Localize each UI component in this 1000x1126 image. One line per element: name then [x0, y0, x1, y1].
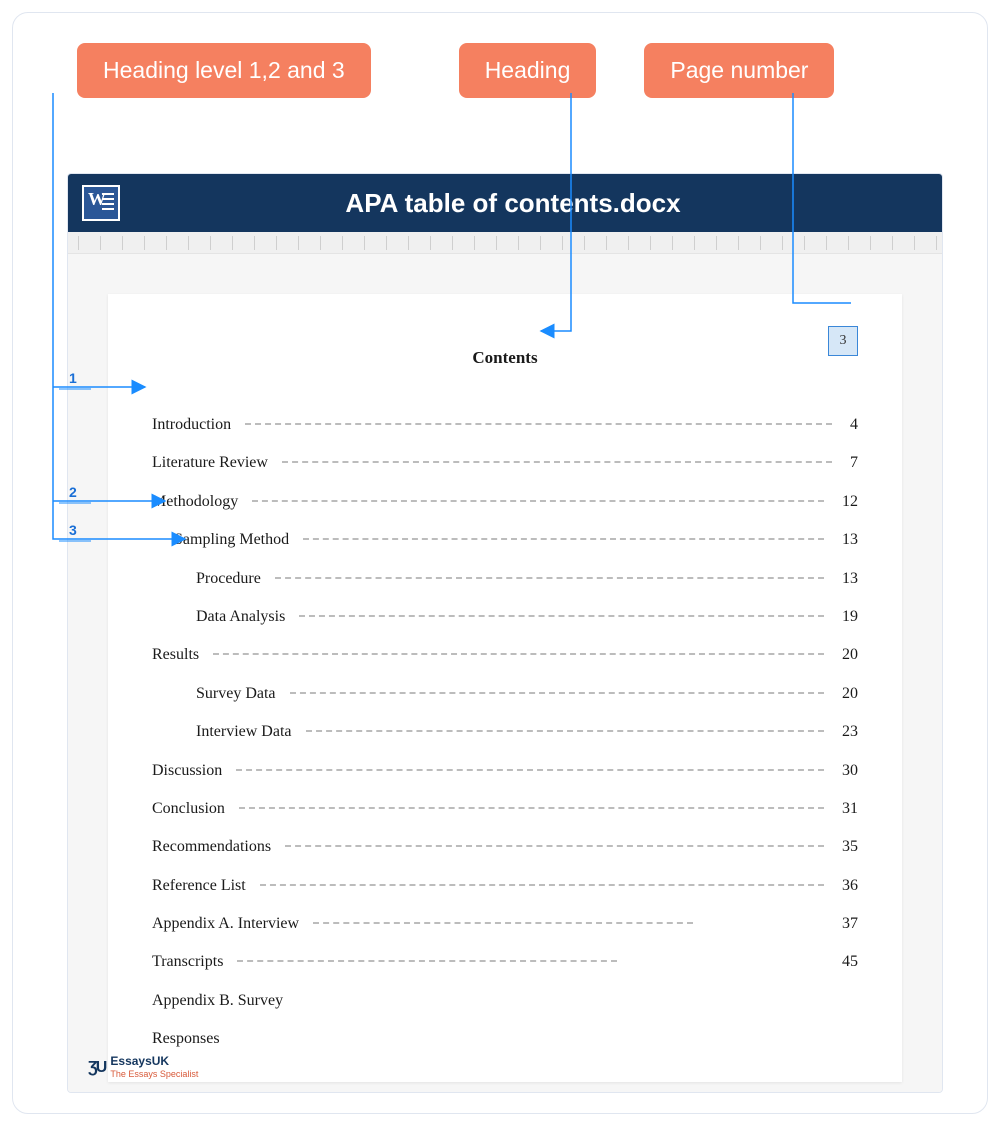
toc-page: 20	[838, 644, 858, 666]
toc-leader-dots	[245, 423, 832, 425]
toc-leader-dots	[282, 461, 832, 463]
callout-pagenum: Page number	[644, 43, 834, 98]
toc-page: 12	[838, 491, 858, 513]
toc-leader-dots	[275, 577, 824, 579]
toc-entry: Procedure 13	[152, 568, 858, 590]
toc-leader-dots	[290, 692, 824, 694]
callout-row: Heading level 1,2 and 3 Heading Page num…	[77, 43, 957, 98]
toc-page: 35	[838, 836, 858, 858]
toc-page: 23	[838, 721, 858, 743]
toc-leader-dots	[260, 884, 824, 886]
toc-page: 30	[838, 760, 858, 782]
page-number-box: 3	[828, 326, 858, 356]
toc-entry: Appendix A. Interview 37	[152, 913, 858, 935]
toc-page: 19	[838, 606, 858, 628]
toc-label: Conclusion	[152, 798, 225, 820]
toc-entry: Transcripts 45	[152, 951, 858, 973]
toc-leader-dots	[303, 538, 824, 540]
toc-page: 4	[846, 414, 858, 436]
toc-entry: Conclusion 31	[152, 798, 858, 820]
logo-sub: The Essays Specialist	[110, 1069, 198, 1079]
toc-label: Recommendations	[152, 836, 271, 858]
toc-entry: Responses	[152, 1028, 858, 1050]
toc-page: 36	[838, 875, 858, 897]
page-area: 3 Contents Introduction 4 Literature Revie…	[68, 254, 942, 1092]
titlebar: APA table of contents.docx	[68, 174, 942, 232]
toc-label: Data Analysis	[152, 606, 285, 628]
toc-leader-dots	[299, 615, 824, 617]
logo-main: EssaysUK	[110, 1054, 169, 1068]
toc-leader-dots	[236, 769, 824, 771]
toc-label: Interview Data	[152, 721, 292, 743]
word-icon	[82, 185, 120, 221]
toc-entry: Discussion 30	[152, 760, 858, 782]
toc-page: 37	[838, 913, 858, 935]
toc-entry: Interview Data 23	[152, 721, 858, 743]
toc-label: Methodology	[152, 491, 238, 513]
toc-label: Survey Data	[152, 683, 276, 705]
toc-leader-dots	[313, 922, 693, 924]
brand-logo: ƷU EssaysUK The Essays Specialist	[88, 1055, 198, 1080]
toc-list: Introduction 4 Literature Review 7 Methodolo…	[152, 414, 858, 1051]
toc-entry: Results 20	[152, 644, 858, 666]
toc-entry: Literature Review 7	[152, 452, 858, 474]
toc-label: Results	[152, 644, 199, 666]
toc-entry: Survey Data 20	[152, 683, 858, 705]
toc-leader-dots	[237, 960, 617, 962]
toc-label: Procedure	[152, 568, 261, 590]
toc-label: Transcripts	[152, 951, 223, 973]
toc-label: Introduction	[152, 414, 231, 436]
toc-leader-dots	[285, 845, 824, 847]
toc-page: 13	[838, 568, 858, 590]
word-window: APA table of contents.docx 3 Contents In…	[67, 173, 943, 1093]
toc-leader-dots	[252, 500, 824, 502]
toc-entry: Sampling Method 13	[152, 529, 858, 551]
toc-leader-dots	[306, 730, 824, 732]
callout-levels: Heading level 1,2 and 3	[77, 43, 371, 98]
ruler	[68, 232, 942, 254]
toc-page: 45	[838, 951, 858, 973]
toc-page: 20	[838, 683, 858, 705]
document-title: APA table of contents.docx	[138, 188, 928, 219]
toc-page: 13	[838, 529, 858, 551]
toc-page: 7	[846, 452, 858, 474]
toc-label: Appendix B. Survey	[152, 990, 283, 1012]
callout-heading: Heading	[459, 43, 597, 98]
document-page: 3 Contents Introduction 4 Literature Revie…	[108, 294, 902, 1082]
toc-entry: Reference List 36	[152, 875, 858, 897]
page-number: 3	[840, 333, 847, 349]
toc-entry: Data Analysis 19	[152, 606, 858, 628]
infographic-frame: Heading level 1,2 and 3 Heading Page num…	[12, 12, 988, 1114]
toc-label: Sampling Method	[152, 529, 289, 551]
toc-leader-dots	[213, 653, 824, 655]
toc-entry: Introduction 4	[152, 414, 858, 436]
toc-page: 31	[838, 798, 858, 820]
toc-label: Discussion	[152, 760, 222, 782]
contents-heading: Contents	[152, 348, 858, 368]
toc-label: Responses	[152, 1028, 220, 1050]
toc-entry: Methodology 12	[152, 491, 858, 513]
toc-entry: Recommendations 35	[152, 836, 858, 858]
toc-label: Appendix A. Interview	[152, 913, 299, 935]
logo-mark: ƷU	[88, 1059, 105, 1077]
toc-label: Literature Review	[152, 452, 268, 474]
toc-entry: Appendix B. Survey	[152, 990, 858, 1012]
toc-leader-dots	[239, 807, 824, 809]
toc-label: Reference List	[152, 875, 246, 897]
